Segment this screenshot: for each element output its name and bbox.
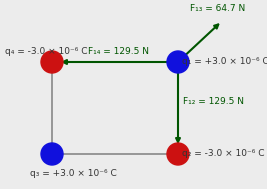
Circle shape [41,143,63,165]
Circle shape [41,51,63,73]
Text: F₁₄ = 129.5 N: F₁₄ = 129.5 N [88,47,148,56]
Text: q₂ = -3.0 × 10⁻⁶ C: q₂ = -3.0 × 10⁻⁶ C [182,149,265,159]
Text: q₃ = +3.0 × 10⁻⁶ C: q₃ = +3.0 × 10⁻⁶ C [30,169,117,178]
Text: F₁₃ = 64.7 N: F₁₃ = 64.7 N [190,4,246,13]
Circle shape [167,51,189,73]
Text: q₁ = +3.0 × 10⁻⁶ C: q₁ = +3.0 × 10⁻⁶ C [182,57,267,67]
Circle shape [167,143,189,165]
Text: q₄ = -3.0 × 10⁻⁶ C: q₄ = -3.0 × 10⁻⁶ C [5,46,88,56]
Text: F₁₂ = 129.5 N: F₁₂ = 129.5 N [183,97,244,105]
